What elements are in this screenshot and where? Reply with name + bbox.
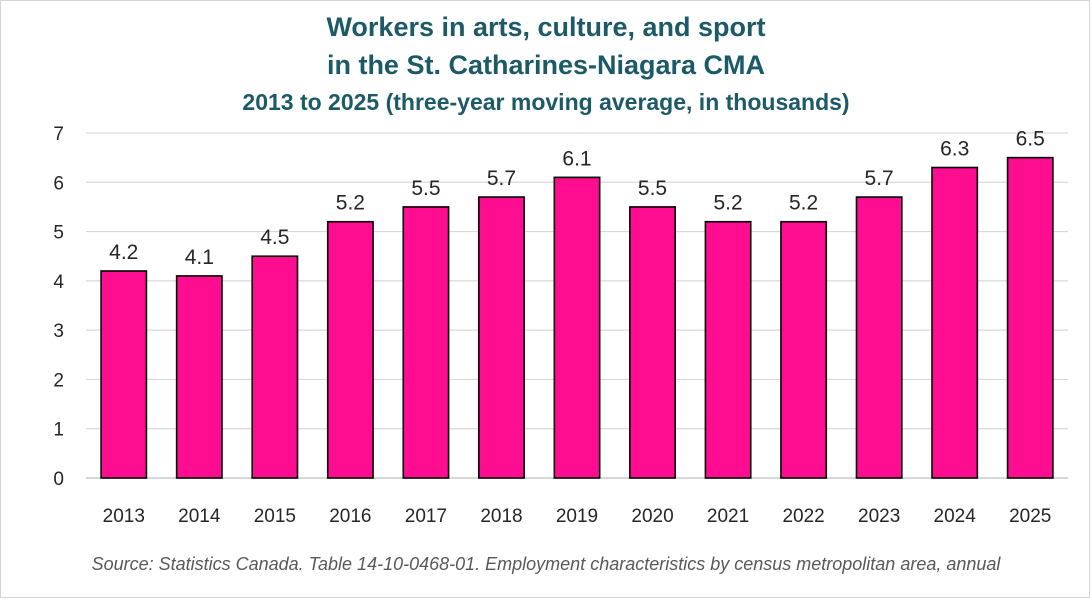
x-tick-label: 2021	[707, 506, 749, 527]
bar	[175, 275, 223, 479]
bar	[402, 206, 450, 479]
bar	[477, 196, 525, 479]
y-axis: 0 1 2 3 4 5 6 7	[53, 124, 64, 490]
data-label: 6.5	[1016, 128, 1045, 151]
x-tick-label: 2013	[103, 506, 145, 527]
data-label: 4.1	[185, 246, 214, 269]
bar	[553, 176, 601, 479]
data-label: 5.7	[865, 167, 894, 190]
data-label: 5.5	[638, 177, 667, 200]
data-labels: 4.2 4.1 4.5 5.2 5.5 5.7 6.1 5.5 5.2 5.2 5.7 6.3 6.5	[109, 128, 1045, 269]
x-tick-label: 2024	[934, 506, 977, 527]
data-label: 4.2	[109, 241, 138, 264]
y-tick-label: 4	[53, 272, 64, 293]
x-tick-label: 2014	[178, 506, 221, 527]
source-note: Source: Statistics Canada. Table 14-10-0…	[91, 554, 1001, 574]
bar	[251, 255, 299, 479]
chart-title: Workers in arts, culture, and sport	[326, 12, 766, 42]
y-tick-label: 3	[53, 321, 64, 342]
x-tick-label: 2015	[254, 506, 296, 527]
data-label: 5.2	[789, 192, 818, 215]
y-tick-label: 2	[53, 370, 64, 391]
bar	[780, 220, 828, 479]
bar	[704, 220, 752, 479]
y-tick-label: 1	[53, 420, 64, 441]
y-tick-label: 0	[53, 469, 64, 490]
data-label: 5.2	[713, 192, 742, 215]
chart-title-line-2: in the St. Catharines-Niagara CMA	[326, 50, 766, 80]
x-tick-label: 2017	[405, 506, 447, 527]
bar	[855, 196, 903, 479]
x-tick-label: 2019	[556, 506, 598, 527]
bar	[1006, 156, 1054, 479]
x-tick-label: 2016	[329, 506, 371, 527]
data-label: 5.7	[487, 167, 516, 190]
y-tick-label: 6	[53, 173, 64, 194]
x-tick-label: 2018	[480, 506, 522, 527]
x-tick-label: 2025	[1009, 506, 1051, 527]
x-tick-label: 2022	[782, 506, 824, 527]
bar	[931, 166, 979, 479]
bar	[100, 270, 148, 479]
y-tick-label: 7	[53, 124, 64, 145]
bar	[326, 220, 374, 479]
chart-subtitle: 2013 to 2025 (three-year moving average,…	[242, 89, 850, 115]
x-tick-label: 2020	[631, 506, 673, 527]
y-tick-label: 5	[53, 223, 64, 244]
bar	[629, 206, 677, 479]
data-label: 6.3	[940, 138, 969, 161]
data-label: 5.2	[336, 192, 365, 215]
bars	[100, 156, 1054, 479]
x-tick-label: 2023	[858, 506, 900, 527]
x-axis: 2013 2014 2015 2016 2017 2018 2019 2020 2021 2022…	[103, 506, 1052, 527]
data-label: 4.5	[260, 226, 289, 249]
data-label: 6.1	[562, 147, 591, 170]
data-label: 5.5	[411, 177, 440, 200]
